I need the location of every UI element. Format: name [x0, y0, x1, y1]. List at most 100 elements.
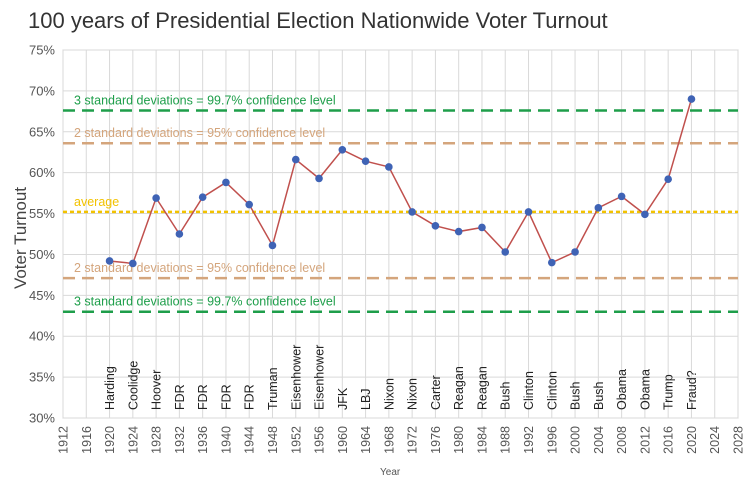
x-tick-label: 2012: [638, 426, 652, 454]
president-label: Bush: [592, 381, 606, 410]
x-tick-label: 2008: [615, 426, 629, 454]
x-tick-label: 1996: [545, 426, 559, 454]
data-point: [641, 210, 649, 219]
data-point: [175, 230, 184, 238]
reference-line-label: 3 standard deviations = 99.7% confidence…: [74, 295, 336, 309]
x-tick-label: 1964: [359, 426, 373, 454]
president-label: JFK: [336, 387, 350, 410]
data-point: [268, 241, 277, 250]
data-point: [571, 248, 579, 256]
x-tick-label: 1920: [103, 426, 117, 454]
data-point: [431, 222, 440, 230]
president-label: Truman: [266, 367, 280, 410]
president-label: Fraud?: [685, 370, 699, 410]
y-tick-label: 55%: [29, 206, 55, 221]
president-label: FDR: [173, 384, 187, 410]
y-tick-label: 75%: [29, 43, 55, 58]
x-tick-label: 1988: [499, 426, 513, 454]
x-tick-label: 1968: [382, 426, 396, 454]
x-tick-label: 1940: [219, 426, 233, 454]
data-point: [408, 208, 416, 216]
president-label: FDR: [196, 384, 210, 410]
president-label: Harding: [103, 366, 117, 410]
president-label: Hoover: [150, 370, 164, 410]
data-point: [594, 204, 603, 212]
data-point: [105, 257, 114, 265]
x-tick-label: 2024: [708, 426, 722, 454]
reference-line-label: 2 standard deviations = 95% confidence l…: [74, 261, 325, 275]
president-label: Eisenhower: [289, 345, 303, 410]
x-tick-label: 1984: [475, 426, 489, 454]
president-label: Nixon: [406, 378, 420, 410]
president-label: Carter: [429, 375, 443, 410]
x-tick-label: 1956: [313, 426, 327, 454]
president-label: Obama: [638, 369, 652, 410]
president-label: Clinton: [522, 371, 536, 410]
x-tick-label: 1928: [150, 426, 164, 454]
president-label: FDR: [219, 384, 233, 410]
reference-line-label: average: [74, 195, 119, 209]
y-tick-label: 40%: [29, 329, 55, 344]
x-axis-label: Year: [380, 467, 401, 478]
data-point: [198, 193, 207, 201]
reference-line-label: 3 standard deviations = 99.7% confidence…: [74, 94, 336, 108]
president-label: Coolidge: [126, 361, 140, 410]
x-tick-label: 2004: [592, 426, 606, 454]
y-tick-label: 65%: [29, 124, 55, 139]
x-tick-label: 1952: [289, 426, 303, 454]
data-point: [385, 163, 393, 171]
data-point: [454, 227, 463, 236]
x-tick-label: 2000: [569, 426, 583, 454]
y-tick-label: 50%: [29, 247, 55, 262]
president-label: LBJ: [359, 388, 373, 410]
x-tick-label: 1944: [243, 426, 257, 454]
president-label: Bush: [569, 381, 583, 410]
x-tick-label: 1992: [522, 426, 536, 454]
data-point: [687, 95, 696, 103]
president-label: Reagan: [475, 366, 489, 410]
x-tick-label: 1932: [173, 426, 187, 454]
x-tick-label: 1924: [126, 426, 140, 454]
data-point: [315, 174, 323, 183]
data-point: [664, 175, 672, 184]
x-tick-label: 1972: [406, 426, 420, 454]
president-label: Reagan: [452, 366, 466, 410]
y-tick-label: 45%: [29, 288, 55, 303]
data-point: [222, 178, 230, 187]
y-tick-label: 60%: [29, 165, 55, 180]
data-point: [129, 259, 137, 268]
x-tick-label: 1960: [336, 426, 350, 454]
president-label: Obama: [615, 369, 629, 410]
data-point: [478, 223, 486, 232]
data-point: [291, 155, 300, 164]
data-point: [152, 194, 160, 202]
data-point: [547, 258, 556, 267]
x-tick-label: 2028: [732, 426, 746, 454]
president-label: Bush: [499, 381, 513, 410]
data-point: [501, 248, 510, 256]
president-label: Clinton: [545, 371, 559, 410]
x-tick-label: 2020: [685, 426, 699, 454]
x-tick-label: 1916: [80, 426, 94, 454]
series-line: [109, 98, 693, 265]
y-tick-label: 70%: [29, 83, 55, 98]
data-point: [245, 200, 254, 209]
chart-title: 100 years of Presidential Election Natio…: [28, 8, 608, 33]
president-label: Eisenhower: [313, 345, 327, 410]
president-label: Nixon: [382, 378, 396, 410]
x-tick-label: 1948: [266, 426, 280, 454]
y-tick-label: 30%: [29, 411, 55, 426]
y-tick-label: 35%: [29, 370, 55, 385]
data-point: [524, 208, 533, 216]
x-tick-label: 1976: [429, 426, 443, 454]
president-label: FDR: [243, 384, 257, 410]
reference-line-label: 2 standard deviations = 95% confidence l…: [74, 126, 325, 140]
x-tick-label: 1912: [57, 426, 71, 454]
data-point: [617, 192, 626, 201]
x-tick-label: 2016: [662, 426, 676, 454]
data-point: [338, 145, 347, 154]
x-tick-label: 1980: [452, 426, 466, 454]
data-point: [361, 157, 370, 166]
